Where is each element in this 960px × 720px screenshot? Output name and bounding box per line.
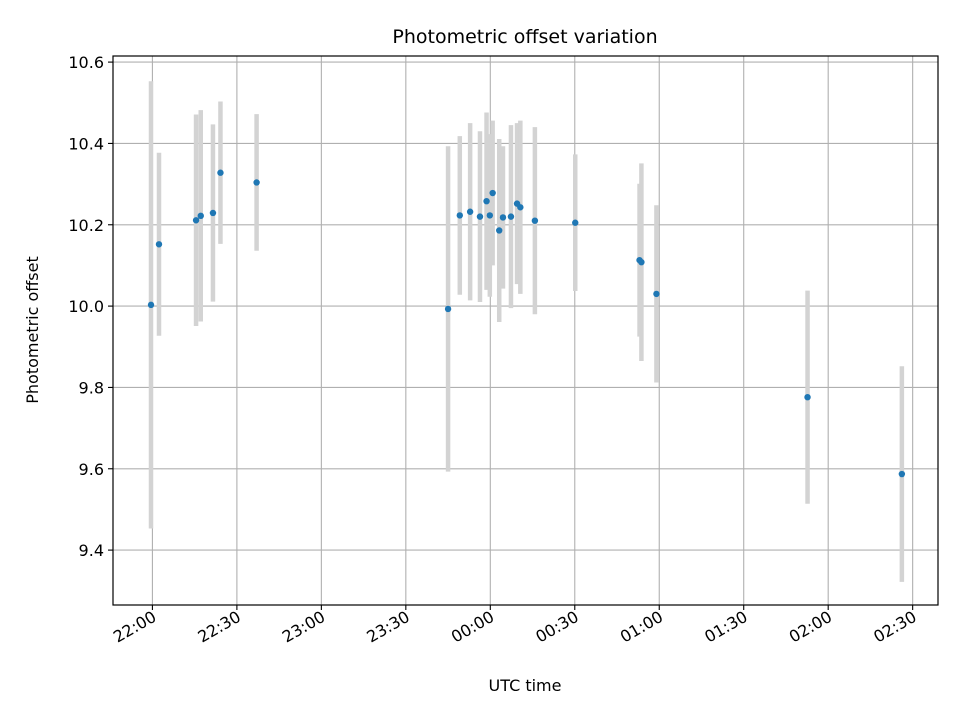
y-axis-ticks: 9.4 9.6 9.8 10.0 10.2 10.4 10.6 [68, 53, 113, 560]
y-tick-label: 10.4 [68, 134, 104, 153]
data-point [444, 305, 452, 313]
data-point [638, 258, 645, 266]
data-point [466, 208, 474, 215]
y-tick-label: 9.4 [79, 541, 104, 560]
y-tick-label: 9.8 [79, 378, 104, 397]
data-point [253, 179, 260, 186]
x-axis-title: UTC time [489, 676, 562, 695]
data-point [496, 227, 503, 234]
data-point [898, 470, 906, 478]
data-point [517, 204, 524, 211]
data-point [456, 212, 464, 219]
data-point [489, 189, 496, 197]
data-point [155, 241, 163, 248]
chart-title: Photometric offset variation [392, 26, 657, 48]
data-point [476, 213, 484, 220]
data-point [209, 209, 217, 217]
y-tick-label: 10.2 [68, 216, 104, 235]
data-point [486, 212, 494, 219]
data-point [531, 217, 539, 224]
y-tick-label: 10.0 [68, 297, 104, 316]
data-point [197, 212, 204, 220]
y-axis-title: Photometric offset [23, 256, 42, 404]
data-point [507, 213, 515, 220]
data-points [147, 169, 906, 478]
data-point [653, 290, 660, 298]
data-point [217, 169, 224, 176]
data-point [499, 214, 507, 221]
y-tick-label: 10.6 [68, 53, 104, 72]
data-point [483, 197, 490, 205]
y-tick-label: 9.6 [79, 460, 104, 479]
data-point [804, 393, 811, 401]
data-point [572, 219, 579, 226]
data-point [147, 301, 155, 309]
plot-frame [112, 55, 939, 606]
data-point [192, 217, 200, 224]
